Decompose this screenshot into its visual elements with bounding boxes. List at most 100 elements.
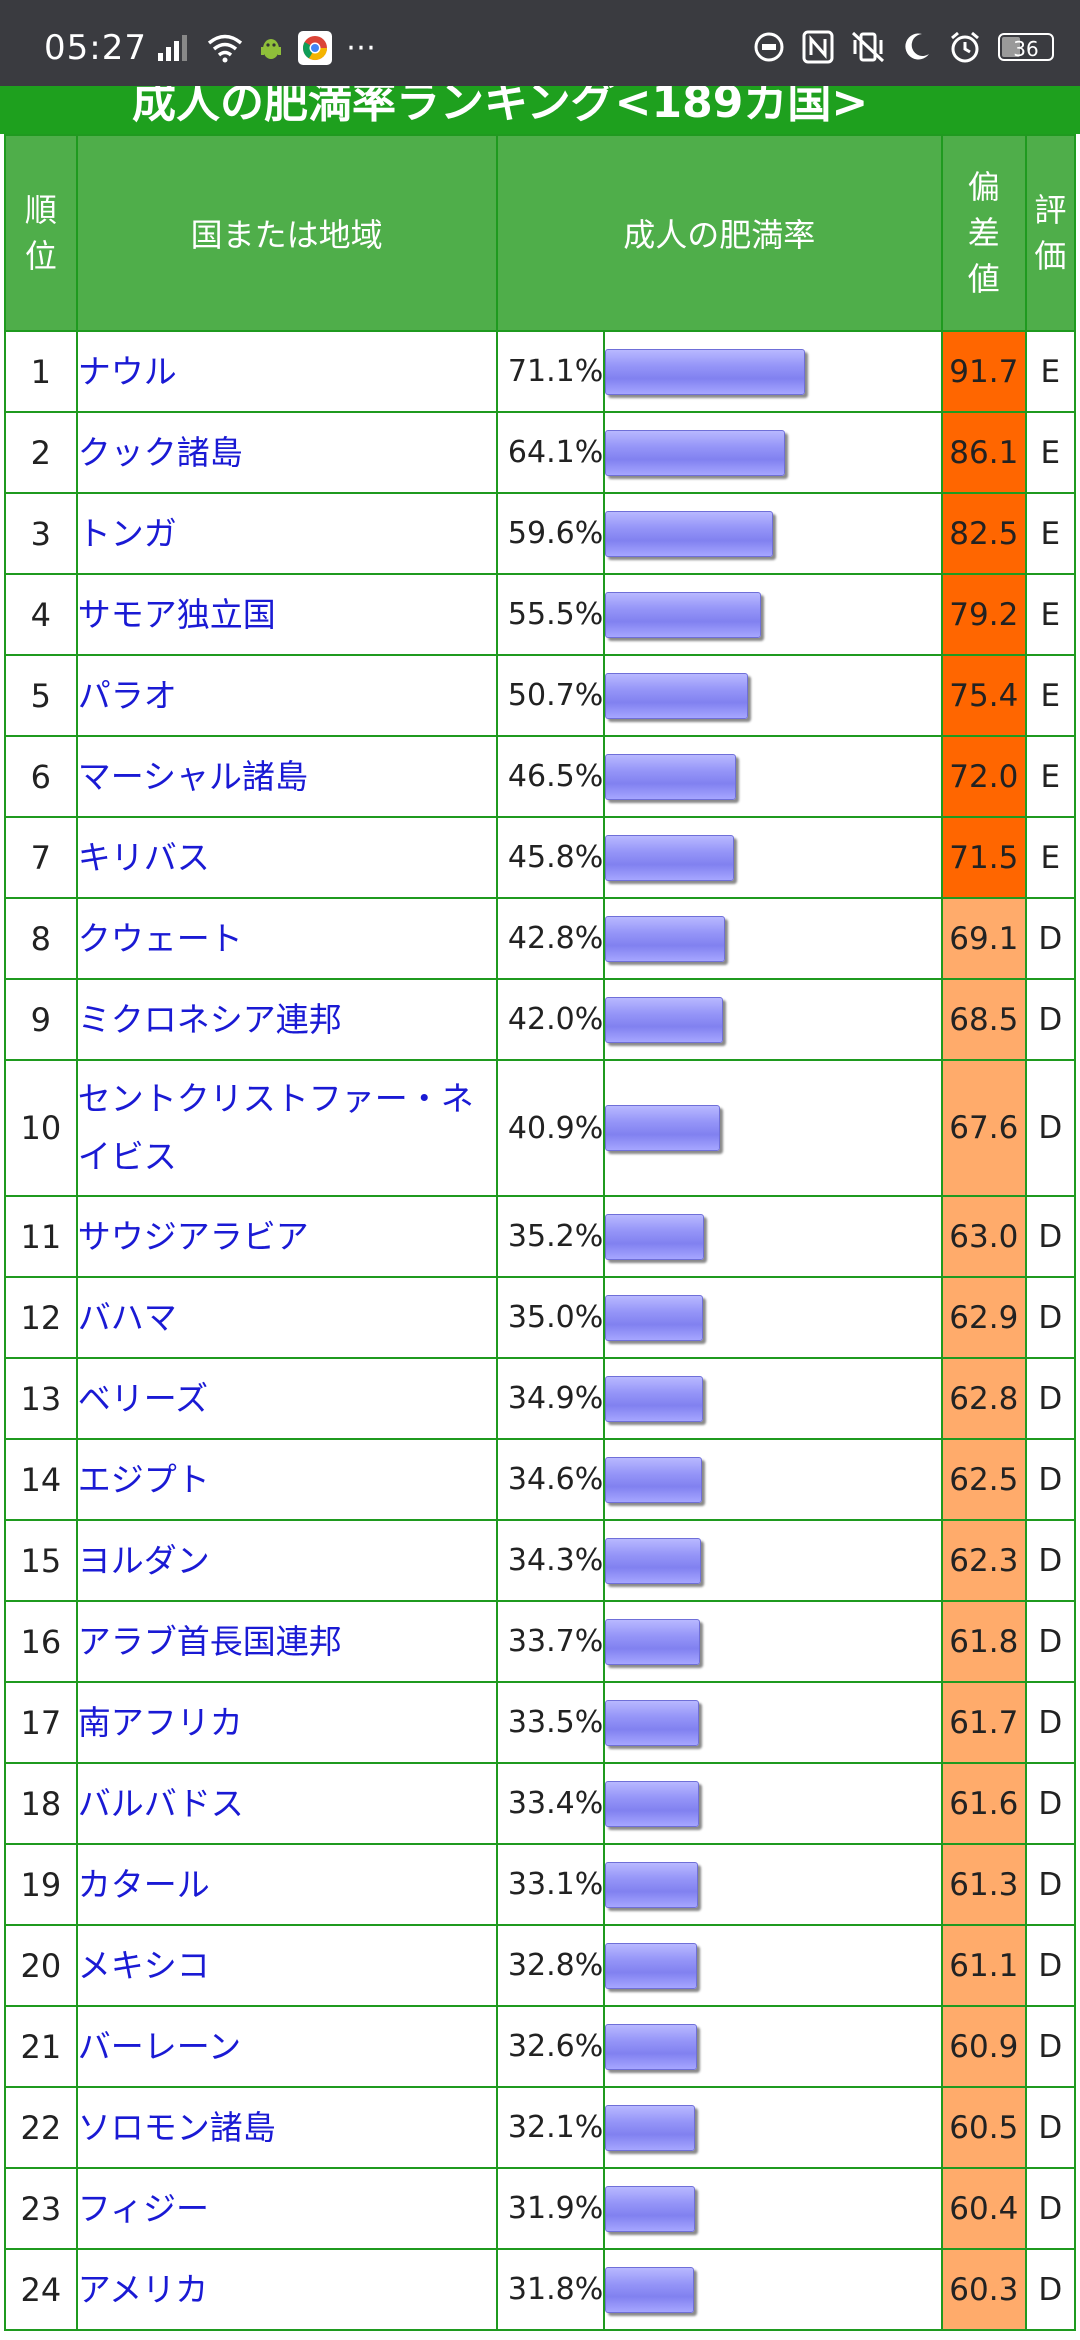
more-notifications-icon: ⋯	[346, 30, 376, 65]
deviation-cell: 61.8	[940, 1600, 1027, 1683]
rank-cell: 4	[4, 573, 78, 656]
rate-cell: 32.8%	[495, 1924, 606, 2007]
deviation-cell: 60.4	[940, 2167, 1027, 2250]
deviation-cell: 61.6	[940, 1762, 1027, 1845]
rank-cell: 3	[4, 492, 78, 575]
deviation-cell: 60.9	[940, 2005, 1027, 2088]
rank-cell: 20	[4, 1924, 78, 2007]
grade-cell: D	[1024, 1357, 1077, 1440]
status-bar: 05:27 ⋯ 36	[0, 0, 1080, 86]
rank-cell: 19	[4, 1843, 78, 1926]
rank-cell: 16	[4, 1600, 78, 1683]
rate-bar	[605, 1213, 705, 1260]
country-link[interactable]: アメリカ	[75, 2248, 498, 2331]
rate-cell: 50.7%	[495, 654, 606, 737]
data-saver-icon	[752, 30, 786, 64]
rate-cell: 64.1%	[495, 411, 606, 494]
country-link[interactable]: 南アフリカ	[75, 1681, 498, 1764]
bar-cell	[603, 2086, 943, 2169]
country-link[interactable]: クウェート	[75, 897, 498, 980]
bar-cell	[603, 2167, 943, 2250]
ranking-table: 順位 国または地域 成人の肥満率 偏差値 評価 1 ナウル 71.1% 91.7 E 2 ク…	[4, 134, 1077, 2331]
country-link[interactable]: ナウル	[75, 330, 498, 413]
bar-cell	[603, 1843, 943, 1926]
bar-cell	[603, 978, 943, 1061]
deviation-cell: 69.1	[940, 897, 1027, 980]
country-link[interactable]: キリバス	[75, 816, 498, 899]
battery-level: 36	[1013, 37, 1039, 61]
rate-bar	[605, 1375, 704, 1422]
grade-cell: D	[1024, 978, 1077, 1061]
deviation-cell: 91.7	[940, 330, 1027, 413]
deviation-cell: 62.3	[940, 1519, 1027, 1602]
table-row: 14 エジプト 34.6% 62.5 D	[4, 1438, 1077, 1521]
country-link[interactable]: ソロモン諸島	[75, 2086, 498, 2169]
rank-cell: 10	[4, 1059, 78, 1197]
header-rank: 順位	[4, 134, 78, 332]
deviation-cell: 61.3	[940, 1843, 1027, 1926]
deviation-cell: 68.5	[940, 978, 1027, 1061]
deviation-cell: 60.5	[940, 2086, 1027, 2169]
grade-cell: E	[1024, 573, 1077, 656]
deviation-cell: 82.5	[940, 492, 1027, 575]
deviation-cell: 62.9	[940, 1276, 1027, 1359]
country-link[interactable]: セントクリストファー・ネイビス	[75, 1059, 498, 1197]
table-row: 16 アラブ首長国連邦 33.7% 61.8 D	[4, 1600, 1077, 1683]
country-link[interactable]: ミクロネシア連邦	[75, 978, 498, 1061]
table-row: 7 キリバス 45.8% 71.5 E	[4, 816, 1077, 899]
table-row: 6 マーシャル諸島 46.5% 72.0 E	[4, 735, 1077, 818]
status-left-icons: ⋯	[156, 30, 376, 65]
rate-bar	[605, 1537, 702, 1584]
country-link[interactable]: サウジアラビア	[75, 1195, 498, 1278]
rate-cell: 35.0%	[495, 1276, 606, 1359]
country-link[interactable]: ベリーズ	[75, 1357, 498, 1440]
header-rank-char: 順	[24, 191, 57, 229]
rate-cell: 42.8%	[495, 897, 606, 980]
table-row: 17 南アフリカ 33.5% 61.7 D	[4, 1681, 1077, 1764]
country-link[interactable]: エジプト	[75, 1438, 498, 1521]
table-row: 22 ソロモン諸島 32.1% 60.5 D	[4, 2086, 1077, 2169]
rank-cell: 7	[4, 816, 78, 899]
grade-cell: D	[1024, 1276, 1077, 1359]
bar-cell	[603, 1276, 943, 1359]
table-row: 5 パラオ 50.7% 75.4 E	[4, 654, 1077, 737]
bar-cell	[603, 1762, 943, 1845]
header-rank-char: 位	[24, 237, 57, 275]
rate-cell: 34.6%	[495, 1438, 606, 1521]
rate-bar	[605, 2185, 696, 2232]
country-link[interactable]: アラブ首長国連邦	[75, 1600, 498, 1683]
grade-cell: D	[1024, 1195, 1077, 1278]
rank-cell: 22	[4, 2086, 78, 2169]
rank-cell: 8	[4, 897, 78, 980]
rate-bar	[605, 1105, 721, 1151]
country-link[interactable]: バーレーン	[75, 2005, 498, 2088]
table-row: 20 メキシコ 32.8% 61.1 D	[4, 1924, 1077, 2007]
deviation-cell: 86.1	[940, 411, 1027, 494]
rate-cell: 34.9%	[495, 1357, 606, 1440]
signal-icon	[156, 33, 192, 63]
table-row: 4 サモア独立国 55.5% 79.2 E	[4, 573, 1077, 656]
country-link[interactable]: パラオ	[75, 654, 498, 737]
rank-cell: 24	[4, 2248, 78, 2331]
grade-cell: D	[1024, 2248, 1077, 2331]
alarm-icon	[948, 30, 982, 64]
rate-cell: 71.1%	[495, 330, 606, 413]
country-link[interactable]: バハマ	[75, 1276, 498, 1359]
country-link[interactable]: トンガ	[75, 492, 498, 575]
rate-cell: 31.8%	[495, 2248, 606, 2331]
country-link[interactable]: サモア独立国	[75, 573, 498, 656]
country-link[interactable]: クック諸島	[75, 411, 498, 494]
country-link[interactable]: メキシコ	[75, 1924, 498, 2007]
rate-bar	[605, 2023, 698, 2070]
rank-cell: 13	[4, 1357, 78, 1440]
country-link[interactable]: ヨルダン	[75, 1519, 498, 1602]
rank-cell: 2	[4, 411, 78, 494]
country-link[interactable]: マーシャル諸島	[75, 735, 498, 818]
country-link[interactable]: フィジー	[75, 2167, 498, 2250]
table-row: 24 アメリカ 31.8% 60.3 D	[4, 2248, 1077, 2331]
rank-cell: 18	[4, 1762, 78, 1845]
country-link[interactable]: カタール	[75, 1843, 498, 1926]
status-time: 05:27	[44, 28, 147, 68]
grade-cell: D	[1024, 2005, 1077, 2088]
country-link[interactable]: バルバドス	[75, 1762, 498, 1845]
